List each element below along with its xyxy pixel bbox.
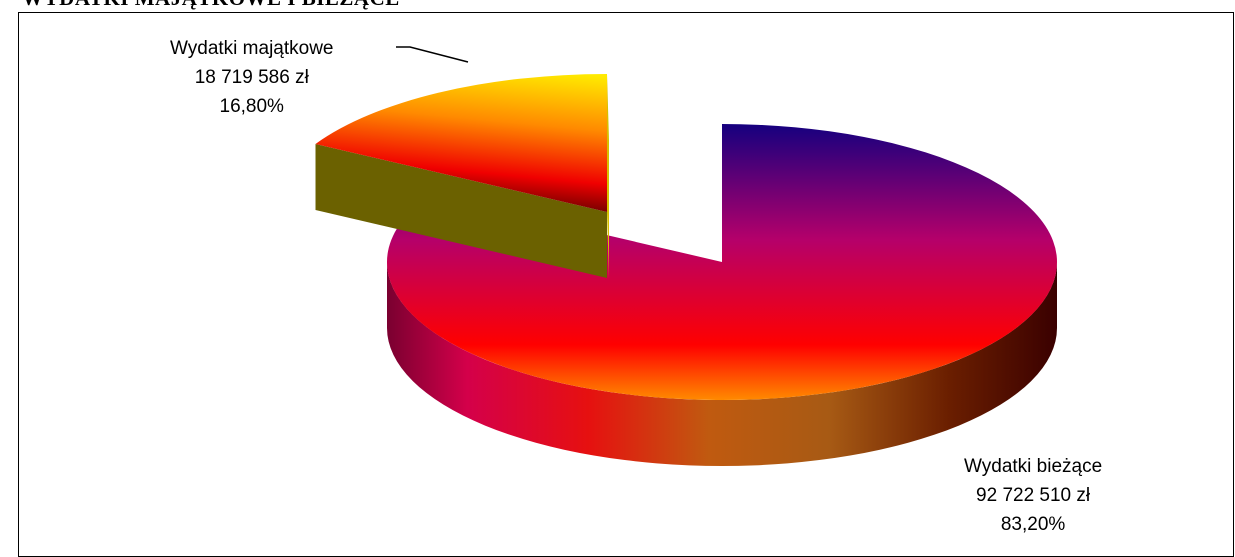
slice-value: 18 719 586 zł: [194, 67, 309, 88]
slice-wall-wydatki-majatkowe: [315, 143, 607, 278]
slice-value: 92 722 510 zł: [976, 485, 1091, 506]
slice-percent: 16,80%: [219, 96, 284, 117]
slice-name: Wydatki majątkowe: [170, 38, 334, 59]
slice-name: Wydatki bieżące: [964, 456, 1103, 477]
data-label-wydatki-biezace: Wydatki bieżące 92 722 510 zł 83,20%: [964, 452, 1102, 539]
slice-percent: 83,20%: [1000, 514, 1066, 535]
slice-wydatki-majatkowe: [315, 74, 607, 212]
page-title: WYDATKI MAJĄTKOWE I BIEŻĄCE: [22, 0, 400, 11]
pie-slices: [315, 46, 1057, 466]
slice-edge-wydatki-majatkowe: [607, 74, 609, 278]
slice-side-wydatki-biezace: [387, 262, 1057, 466]
slice-wydatki-biezace: [386, 124, 1057, 401]
data-label-wydatki-majatkowe: Wydatki majątkowe 18 719 586 zł 16,80%: [170, 34, 334, 121]
leader-line-wydatki-majatkowe: [396, 46, 469, 63]
pie-chart: [315, 46, 1057, 466]
